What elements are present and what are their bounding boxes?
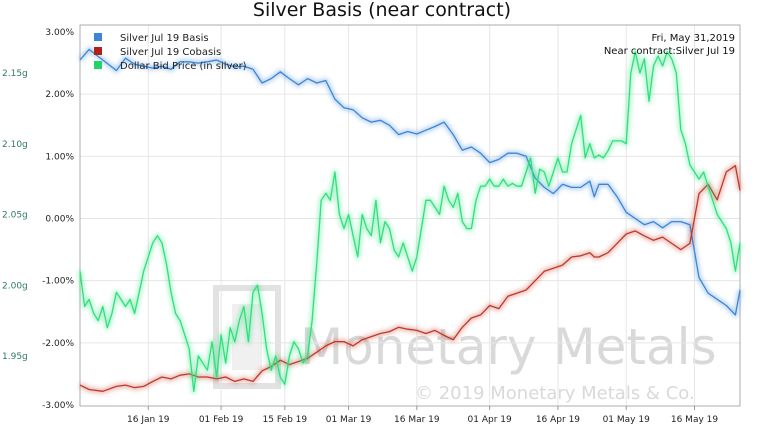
x-tick-label: 01 Apr 19: [468, 415, 512, 425]
watermark-copyright: © 2019 Monetary Metals & Co.: [415, 383, 695, 404]
left-tick-label: 2.15g: [2, 69, 28, 79]
x-tick-label: 01 Feb 19: [199, 415, 244, 425]
legend-label-cobasis: Silver Jul 19 Cobasis: [120, 47, 221, 58]
series-cobasis: [78, 163, 743, 394]
legend-swatch-cobasis: [94, 47, 102, 55]
x-tick-label: 01 May 19: [603, 415, 651, 425]
legend[interactable]: Silver Jul 19 Basis Silver Jul 19 Cobasi…: [94, 33, 247, 72]
x-axis: 16 Jan 19 01 Feb 19 15 Feb 19 01 Mar 19 16 M…: [127, 406, 718, 425]
legend-label-price: Dollar Bid Price (in silver): [120, 61, 247, 72]
legend-swatch-basis: [94, 33, 102, 41]
watermark-logo-icon: [213, 285, 281, 389]
series-layer: [77, 46, 743, 394]
right-tick-label: -1.00%: [42, 277, 74, 287]
legend-item-price[interactable]: Dollar Bid Price (in silver): [94, 61, 247, 72]
right-tick-label: 3.00%: [45, 28, 74, 38]
x-tick-label: 16 May 19: [671, 415, 719, 425]
x-tick-label: 01 Mar 19: [326, 415, 372, 425]
left-axis: 2.15g 2.10g 2.05g 2.00g 1.95g: [2, 69, 28, 362]
left-tick-label: 1.95g: [2, 352, 28, 362]
legend-item-cobasis[interactable]: Silver Jul 19 Cobasis: [94, 47, 221, 58]
x-tick-label: 16 Jan 19: [127, 415, 170, 425]
left-tick-label: 2.00g: [2, 281, 28, 291]
legend-label-basis: Silver Jul 19 Basis: [120, 33, 209, 44]
series-cobasis-line: [79, 165, 741, 392]
right-tick-label: 1.00%: [45, 152, 74, 162]
left-tick-label: 2.10g: [2, 140, 28, 150]
x-tick-label: 16 Apr 19: [536, 415, 580, 425]
x-tick-label: 15 Feb 19: [263, 415, 308, 425]
series-basis-line: [79, 48, 741, 316]
legend-item-basis[interactable]: Silver Jul 19 Basis: [94, 33, 209, 44]
chart-title: Silver Basis (near contract): [253, 0, 511, 21]
watermark-brand: Monetary Metals: [300, 318, 717, 376]
plot-frame: [79, 24, 741, 407]
right-axis: 3.00% 2.00% 1.00% 0.00% -1.00% -2.00% -3.00%: [42, 28, 74, 411]
left-tick-label: 2.05g: [2, 211, 28, 221]
x-tick-label: 16 Mar 19: [394, 415, 440, 425]
right-tick-label: -3.00%: [42, 401, 74, 411]
series-price-line: [79, 51, 741, 393]
series-basis-glow: [78, 46, 743, 318]
info-contract: Near contract:Silver Jul 19: [604, 46, 735, 57]
legend-swatch-price: [94, 61, 102, 69]
series-basis: [78, 46, 743, 318]
watermark: Monetary Metals © 2019 Monetary Metals &…: [213, 285, 717, 404]
info-date: Fri, May 31,2019: [652, 33, 735, 44]
series-price: [77, 49, 743, 394]
right-tick-label: -2.00%: [42, 339, 74, 349]
right-tick-label: 0.00%: [45, 215, 74, 225]
right-tick-label: 2.00%: [45, 90, 74, 100]
